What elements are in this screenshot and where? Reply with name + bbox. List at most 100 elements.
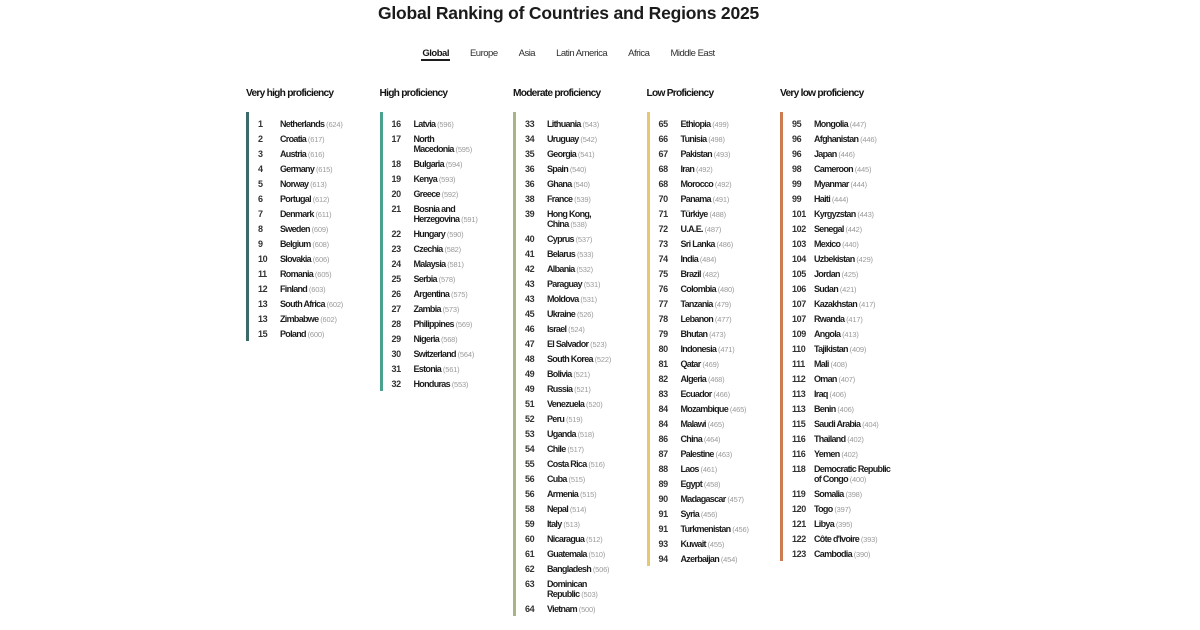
country-score: (499): [712, 119, 729, 129]
ranking-row: 5 Norway (613): [258, 179, 377, 189]
tab-asia[interactable]: Asia: [518, 47, 536, 59]
tab-europe[interactable]: Europe: [469, 47, 498, 59]
country-score: (611): [315, 209, 332, 219]
country-name: Benin: [814, 403, 836, 414]
rank-number: 73: [658, 238, 669, 249]
country-cell: Armenia (515): [547, 489, 644, 499]
country-score: (594): [445, 159, 463, 169]
country-name: Pakistan: [680, 148, 713, 159]
column-header: High proficiency: [379, 88, 449, 99]
country-name: Sri Lanka: [680, 238, 716, 249]
country-cell: Uruguay (542): [547, 134, 644, 144]
country-cell: Venezuela (520): [547, 399, 644, 409]
country-cell: Iran (492): [681, 164, 778, 174]
country-name: Germany: [280, 163, 315, 174]
country-cell: Tunisia (498): [681, 134, 778, 144]
rank-number: 61: [525, 548, 535, 559]
country-name: Israel: [547, 323, 567, 334]
country-score: (539): [574, 194, 591, 204]
country-score: (488): [709, 209, 726, 219]
country-score: (468): [707, 374, 725, 384]
rank-number: 23: [391, 243, 402, 254]
country-score: (523): [590, 339, 607, 349]
country-score: (592): [441, 189, 459, 199]
country-score: (479): [714, 299, 732, 309]
country-score: (443): [857, 209, 874, 219]
rank-number: 116: [792, 433, 806, 444]
rank-number: 41: [525, 248, 535, 259]
rank-number: 99: [792, 193, 802, 204]
rank-number: 46: [525, 323, 535, 334]
country-score: (464): [703, 434, 721, 444]
country-score: (503): [581, 589, 598, 599]
ranking-row: 38 France (539): [525, 194, 644, 204]
country-name: Sudan: [814, 283, 839, 294]
rank-number: 105: [792, 268, 806, 279]
ranking-row: 99 Myanmar (444): [792, 179, 911, 189]
country-score: (491): [712, 194, 730, 204]
ranking-row: 46 Israel (524): [525, 324, 644, 334]
country-name: Cambodia: [814, 548, 853, 559]
country-score: (390): [853, 549, 871, 559]
country-name: Bosnia and Herzegovina: [413, 203, 461, 224]
tab-middle-east[interactable]: Middle East: [670, 47, 715, 59]
country-score: (447): [849, 119, 867, 129]
country-name: Mongolia: [814, 118, 849, 129]
country-name: Uruguay: [547, 133, 579, 144]
country-score: (402): [847, 434, 864, 444]
ranking-row: 99 Haiti (444): [792, 194, 911, 204]
ranking-row: 96 Japan (446): [792, 149, 911, 159]
rank-number: 29: [391, 333, 402, 344]
country-name: Malawi: [680, 418, 707, 429]
country-name: Belarus: [547, 248, 576, 259]
country-name: El Salvador: [547, 338, 589, 349]
ranking-row: 90 Madagascar (457): [659, 494, 778, 504]
tab-global[interactable]: Global: [421, 48, 450, 61]
country-name: Jordan: [814, 268, 841, 279]
rank-number: 60: [525, 533, 535, 544]
country-name: Qatar: [680, 358, 702, 369]
country-name: Switzerland: [413, 348, 457, 359]
ranking-row: 61 Guatemala (510): [525, 549, 644, 559]
proficiency-column-5: Very low proficiency 95 Mongolia (447) 96 Af…: [780, 87, 911, 561]
country-cell: Moldova (531): [547, 294, 644, 304]
ranking-row: 43 Paraguay (531): [525, 279, 644, 289]
ranking-row: 93 Kuwait (455): [659, 539, 778, 549]
country-cell: Costa Rica (516): [547, 459, 644, 469]
rank-number: 68: [658, 178, 669, 189]
country-cell: India (484): [681, 254, 778, 264]
country-cell: Kazakhstan (417): [814, 299, 911, 309]
country-cell: Guatemala (510): [547, 549, 644, 559]
ranking-row: 118 Democratic Republic of Congo (400): [792, 464, 911, 484]
country-cell: Vietnam (500): [547, 604, 644, 614]
rank-number: 54: [525, 443, 535, 454]
country-name: Uzbekistan: [814, 253, 855, 264]
country-name: Brazil: [680, 268, 702, 279]
rank-number: 56: [525, 488, 535, 499]
ranking-row: 19 Kenya (593): [392, 174, 511, 184]
country-cell: Kyrgyzstan (443): [814, 209, 911, 219]
tab-latin-america[interactable]: Latin America: [556, 47, 608, 59]
country-name: Bolivia: [547, 368, 572, 379]
rank-number: 13: [258, 313, 268, 324]
ranking-row: 103 Mexico (440): [792, 239, 911, 249]
rank-number: 99: [792, 178, 802, 189]
ranking-list: 65 Ethiopia (499) 66 Tunisia (498) 67 Pakista…: [646, 112, 778, 566]
country-score: (461): [700, 464, 718, 474]
country-cell: Portugal (612): [280, 194, 377, 204]
country-cell: Sudan (421): [814, 284, 911, 294]
rank-number: 21: [391, 203, 402, 214]
country-score: (444): [850, 179, 867, 189]
tab-africa[interactable]: Africa: [628, 47, 650, 59]
country-name: Tanzania: [680, 298, 714, 309]
country-name: Kenya: [413, 173, 438, 184]
country-cell: Poland (600): [280, 329, 377, 339]
country-cell: Uzbekistan (429): [814, 254, 911, 264]
country-cell: France (539): [547, 194, 644, 204]
ranking-row: 123 Cambodia (390): [792, 549, 911, 559]
ranking-row: 96 Afghanistan (446): [792, 134, 911, 144]
country-score: (537): [575, 234, 593, 244]
ranking-row: 76 Colombia (480): [659, 284, 778, 294]
